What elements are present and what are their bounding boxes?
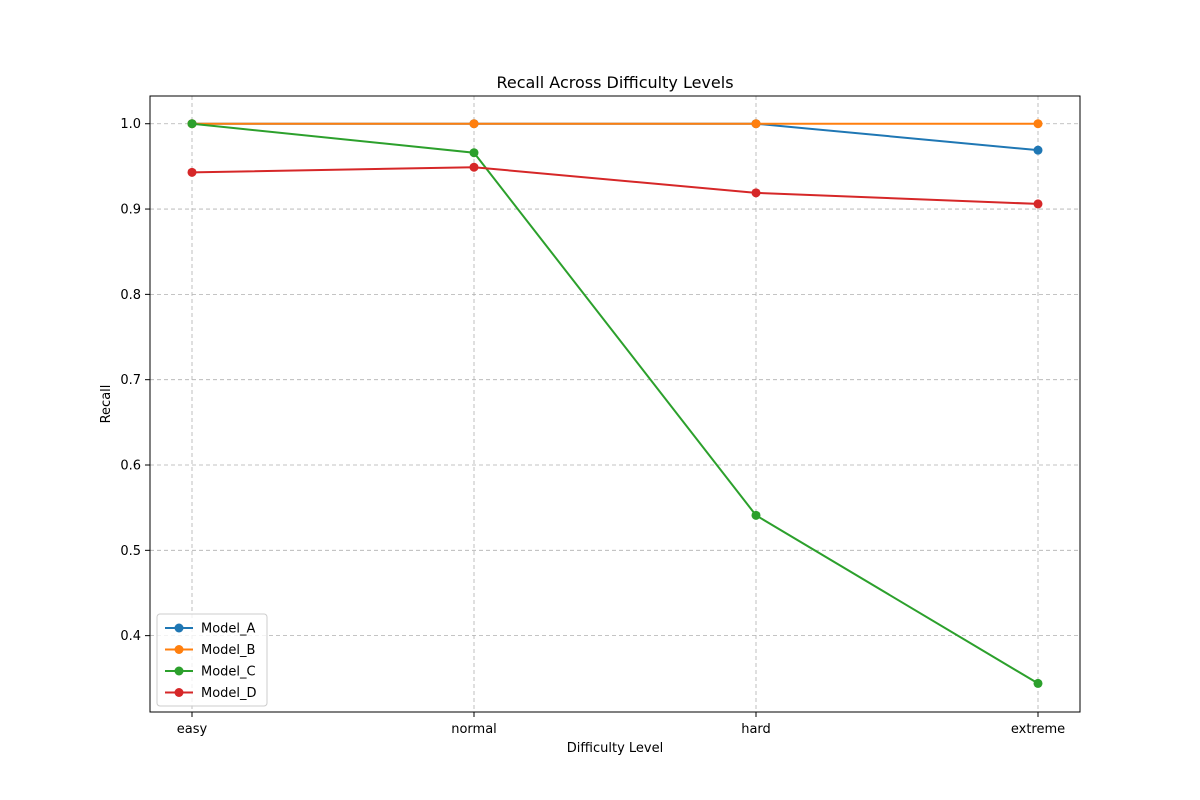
y-tick-label: 0.7: [120, 373, 141, 388]
y-tick-label: 0.8: [120, 288, 141, 303]
legend-label-model-a: Model_A: [201, 622, 256, 637]
y-tick-label: 0.4: [120, 629, 141, 644]
y-tick-label: 0.9: [120, 203, 141, 218]
series-line-model-c: [191, 122, 1039, 685]
x-tick-label: easy: [177, 722, 208, 737]
legend-label-model-b: Model_B: [201, 643, 255, 658]
data-point-model-d: [469, 162, 479, 172]
x-axis-label: Difficulty Level: [567, 741, 663, 756]
data-point-model-b: [751, 119, 761, 129]
y-tick-label: 0.6: [120, 459, 141, 474]
data-point-model-c: [1033, 678, 1043, 688]
legend: Model_A Model_B Model_C Model_D: [156, 613, 268, 707]
data-point-model-b: [469, 119, 479, 129]
legend-label-model-c: Model_C: [201, 665, 256, 680]
data-point-model-a: [1033, 145, 1043, 155]
x-tick-label: normal: [451, 722, 497, 737]
data-point-model-c: [751, 510, 761, 520]
legend-swatch-marker-model-a: [174, 623, 184, 633]
data-point-model-c: [187, 119, 197, 129]
data-point-model-d: [1033, 199, 1043, 209]
x-tick-label: hard: [741, 722, 771, 737]
chart-title: Recall Across Difficulty Levels: [496, 73, 733, 92]
y-axis-label: Recall: [99, 385, 114, 424]
plot-frame: [149, 95, 1081, 713]
legend-box: [156, 613, 268, 707]
axis-ticks: easy normal hard extreme 0.4 0.5 0.6 0.7 0.8 0.9 1…: [120, 117, 1065, 737]
series-lines: [187, 119, 1043, 688]
y-tick-label: 1.0: [120, 117, 141, 132]
legend-swatch-marker-model-d: [174, 688, 184, 697]
legend-swatch-marker-model-b: [174, 645, 184, 654]
x-tick-label: extreme: [1011, 722, 1065, 737]
data-point-model-c: [469, 148, 479, 158]
data-point-model-d: [187, 167, 197, 177]
data-point-model-d: [751, 188, 761, 198]
legend-label-model-d: Model_D: [201, 686, 257, 701]
legend-swatch-marker-model-c: [174, 666, 184, 676]
series-line-model-d: [191, 166, 1039, 205]
y-tick-label: 0.5: [120, 544, 141, 559]
data-point-model-b: [1033, 119, 1043, 129]
